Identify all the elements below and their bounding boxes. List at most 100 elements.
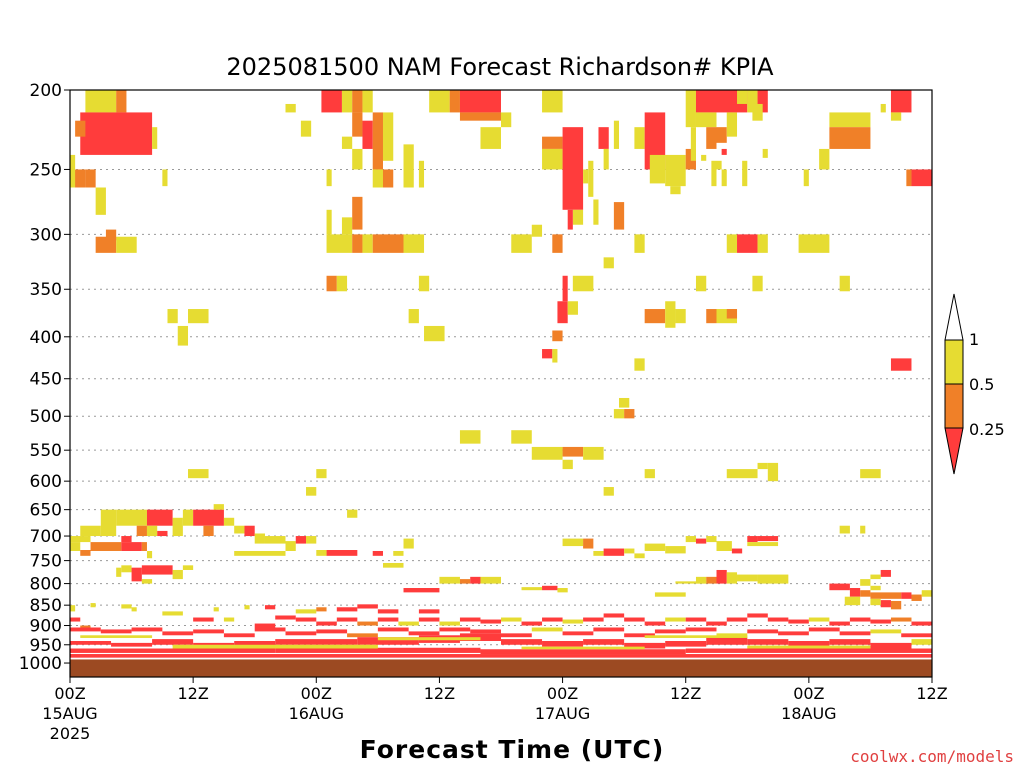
cell-319 bbox=[542, 641, 584, 647]
cell-293 bbox=[285, 631, 317, 636]
cell-69 bbox=[649, 154, 666, 184]
cell-271 bbox=[624, 617, 645, 622]
cell-216 bbox=[521, 587, 543, 591]
cell-261 bbox=[418, 617, 440, 622]
cell-209 bbox=[757, 574, 789, 584]
plot-frame bbox=[69, 89, 933, 678]
cell-336 bbox=[480, 649, 686, 655]
cell-52 bbox=[511, 234, 532, 253]
cell-295 bbox=[347, 633, 378, 638]
cell-3 bbox=[75, 120, 86, 137]
legend-label-1: 0.5 bbox=[969, 375, 994, 394]
cell-176 bbox=[393, 550, 404, 556]
cell-26 bbox=[382, 169, 394, 188]
cell-48 bbox=[336, 275, 348, 292]
cell-14 bbox=[188, 309, 209, 324]
cell-101 bbox=[819, 148, 830, 170]
cell-114 bbox=[752, 275, 763, 292]
cell-169 bbox=[285, 541, 296, 551]
cell-229 bbox=[890, 600, 902, 610]
cell-24 bbox=[382, 112, 394, 161]
cell-268 bbox=[562, 619, 584, 624]
cell-174 bbox=[316, 550, 327, 556]
cell-306 bbox=[685, 627, 717, 632]
cell-213 bbox=[470, 576, 481, 584]
cell-27 bbox=[352, 148, 363, 170]
cell-73 bbox=[552, 234, 563, 253]
cell-104 bbox=[880, 103, 886, 113]
cell-263 bbox=[459, 617, 481, 622]
cell-241 bbox=[162, 611, 183, 616]
cell-22 bbox=[362, 120, 373, 149]
cell-25 bbox=[372, 169, 383, 188]
cell-58 bbox=[572, 209, 584, 225]
cell-224 bbox=[901, 592, 912, 599]
cell-314 bbox=[275, 639, 358, 645]
chart-title: 2025081500 NAM Forecast Richardson# KPIA bbox=[226, 53, 774, 81]
legend-lt0.25-triangle bbox=[944, 427, 964, 475]
cell-341 bbox=[747, 645, 871, 649]
cell-203 bbox=[860, 525, 866, 534]
xtick-label-84: 12Z bbox=[916, 684, 947, 703]
ground-layer bbox=[70, 659, 932, 677]
cell-146 bbox=[116, 509, 147, 526]
cell-234 bbox=[870, 574, 881, 580]
cell-193 bbox=[665, 546, 686, 554]
cell-243 bbox=[244, 605, 250, 610]
cell-17 bbox=[321, 90, 342, 113]
cell-232 bbox=[844, 596, 861, 606]
cell-238 bbox=[80, 625, 91, 630]
cell-51 bbox=[424, 325, 445, 342]
cell-72 bbox=[670, 186, 681, 195]
cell-335 bbox=[275, 647, 481, 653]
cell-151 bbox=[203, 525, 214, 537]
cell-324 bbox=[747, 639, 789, 645]
cell-131 bbox=[562, 446, 584, 457]
cell-164 bbox=[70, 542, 81, 551]
cell-280 bbox=[808, 617, 830, 622]
cell-99 bbox=[742, 160, 748, 187]
cell-143 bbox=[347, 509, 358, 518]
cell-53 bbox=[531, 224, 543, 237]
cell-304 bbox=[624, 633, 655, 638]
cell-196 bbox=[706, 536, 717, 543]
cell-266 bbox=[521, 621, 543, 626]
cell-74 bbox=[572, 275, 594, 292]
cell-160 bbox=[70, 536, 91, 543]
cell-177 bbox=[403, 538, 414, 549]
cell-57 bbox=[562, 127, 584, 210]
cell-256 bbox=[316, 621, 337, 626]
cell-33 bbox=[449, 90, 460, 113]
cell-291 bbox=[223, 633, 255, 638]
cell-226 bbox=[921, 590, 932, 597]
cell-337 bbox=[685, 648, 932, 653]
cell-237 bbox=[70, 617, 81, 622]
cell-310 bbox=[808, 627, 840, 632]
cell-80 bbox=[552, 330, 563, 342]
cell-117 bbox=[644, 309, 666, 324]
cell-162 bbox=[121, 542, 142, 551]
xtick-date-72: 18AUG bbox=[781, 704, 836, 723]
cell-137 bbox=[767, 462, 779, 482]
cell-84 bbox=[695, 90, 748, 113]
cell-190 bbox=[624, 548, 635, 554]
ytick-label-700: 700 bbox=[30, 527, 62, 547]
cell-284 bbox=[890, 617, 912, 622]
cell-298 bbox=[439, 627, 471, 632]
cell-93 bbox=[690, 127, 696, 161]
cell-90 bbox=[747, 90, 758, 113]
cell-329 bbox=[70, 641, 112, 645]
cell-64 bbox=[613, 120, 620, 149]
cell-21 bbox=[352, 112, 363, 137]
cell-225 bbox=[911, 594, 922, 601]
cell-327 bbox=[870, 642, 912, 649]
cell-331 bbox=[152, 639, 194, 645]
cell-311 bbox=[839, 631, 871, 636]
cell-103 bbox=[829, 127, 871, 149]
xtick-year-0: 2025 bbox=[50, 724, 91, 743]
cell-191 bbox=[634, 553, 645, 559]
cell-175 bbox=[372, 550, 383, 556]
cell-157 bbox=[234, 525, 245, 534]
cell-300 bbox=[501, 633, 532, 638]
